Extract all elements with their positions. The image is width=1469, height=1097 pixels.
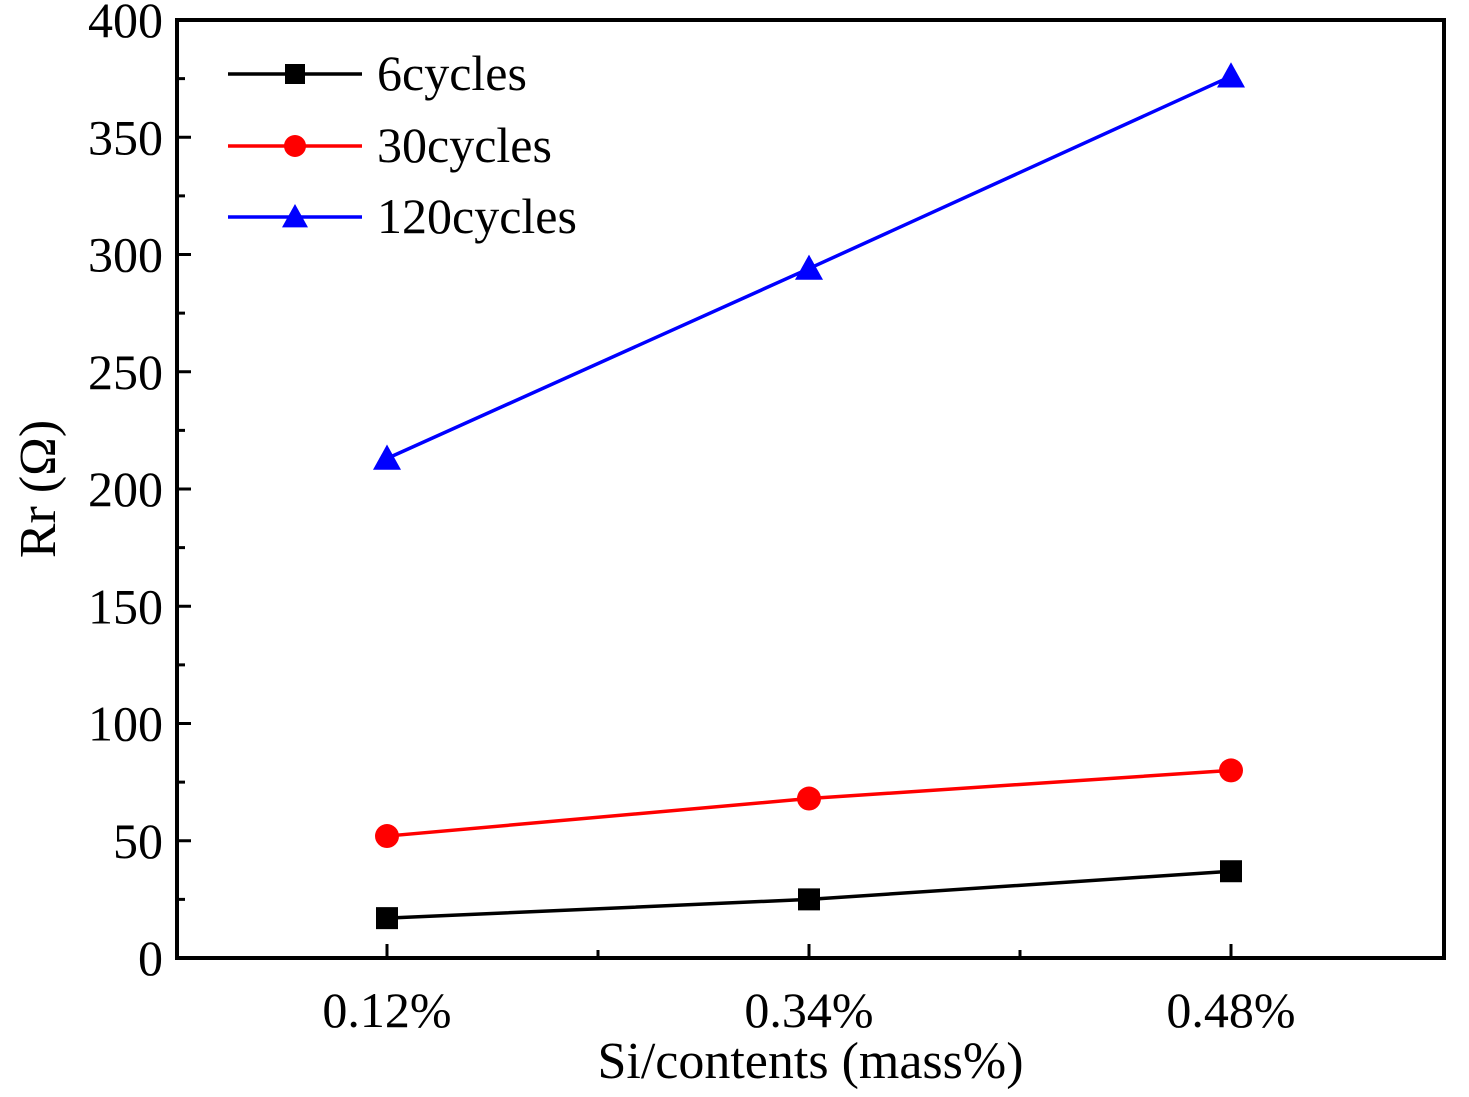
y-tick-label: 0 <box>138 930 163 986</box>
series-markers <box>373 62 1245 930</box>
x-tick-labels: 0.12% 0.34% 0.48% <box>322 982 1295 1038</box>
legend-label-6cycles: 6cycles <box>377 45 527 101</box>
data-point-30cycles <box>1219 758 1243 783</box>
major-ticks <box>177 18 1233 960</box>
data-point-6cycles <box>798 888 820 911</box>
minor-ticks <box>177 77 1022 958</box>
legend-label-30cycles: 30cycles <box>377 117 552 173</box>
x-axis-title: Si/contents (mass%) <box>597 1033 1023 1090</box>
data-point-30cycles <box>375 824 399 849</box>
x-tick-label: 0.12% <box>322 982 451 1038</box>
y-tick-label: 300 <box>88 227 163 283</box>
y-tick-label: 100 <box>88 696 163 752</box>
y-tick-labels: 0 50 100 150 200 250 300 350 400 <box>88 0 163 986</box>
legend-marker-120cycles <box>282 204 308 228</box>
y-tick-label: 200 <box>88 461 163 517</box>
legend-marker-6cycles <box>285 64 305 84</box>
data-point-6cycles <box>1220 860 1242 883</box>
legend: 6cycles 30cycles 120cycles <box>228 45 577 244</box>
data-point-120cycles <box>1217 62 1245 88</box>
y-tick-label: 250 <box>88 344 163 400</box>
data-point-6cycles <box>376 907 398 930</box>
x-tick-label: 0.48% <box>1166 982 1295 1038</box>
data-point-30cycles <box>797 786 821 811</box>
legend-label-120cycles: 120cycles <box>377 188 577 244</box>
y-tick-label: 150 <box>88 578 163 634</box>
plot-frame <box>175 18 1446 960</box>
data-point-120cycles <box>373 444 401 470</box>
y-axis-title: Rr (Ω) <box>10 420 67 558</box>
y-tick-label: 350 <box>88 109 163 165</box>
legend-marker-30cycles <box>284 135 306 157</box>
data-point-120cycles <box>795 254 823 280</box>
x-tick-label: 0.34% <box>744 982 873 1038</box>
y-tick-label: 400 <box>88 0 163 48</box>
y-tick-label: 50 <box>113 813 163 869</box>
